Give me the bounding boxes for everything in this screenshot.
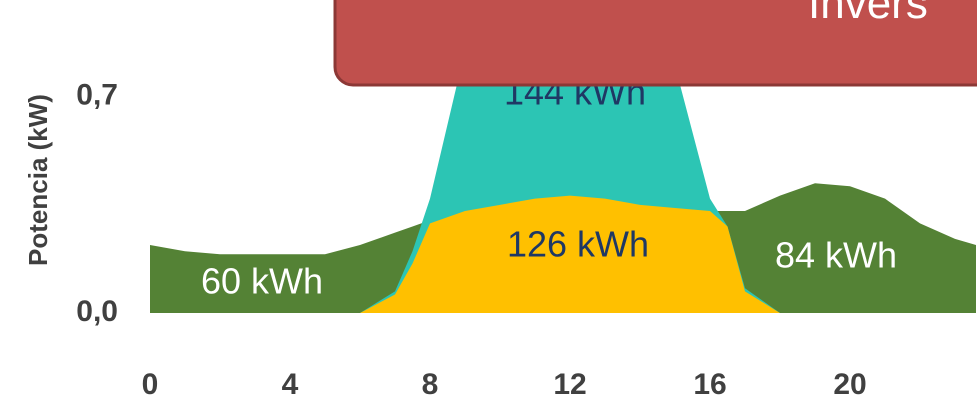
x-tick-label: 8 <box>422 368 439 401</box>
y-axis-label: Potencia (kW) <box>23 94 53 266</box>
y-tick-label: 0,7 <box>76 79 118 112</box>
x-tick-label: 4 <box>282 368 299 401</box>
area <box>150 4 976 313</box>
x-tick-label: 12 <box>553 368 586 401</box>
annotation: 126 kWh <box>507 224 649 265</box>
annotation: 60 kWh <box>201 261 323 302</box>
x-tick-label: 16 <box>693 368 726 401</box>
x-tick-label: 0 <box>142 368 159 401</box>
callout-box <box>333 0 977 87</box>
x-tick-label: 20 <box>833 368 866 401</box>
area <box>150 195 976 313</box>
annotation: 84 kWh <box>775 235 897 276</box>
y-tick-label: 0,0 <box>76 295 118 328</box>
callout-text: Invers <box>808 0 928 28</box>
